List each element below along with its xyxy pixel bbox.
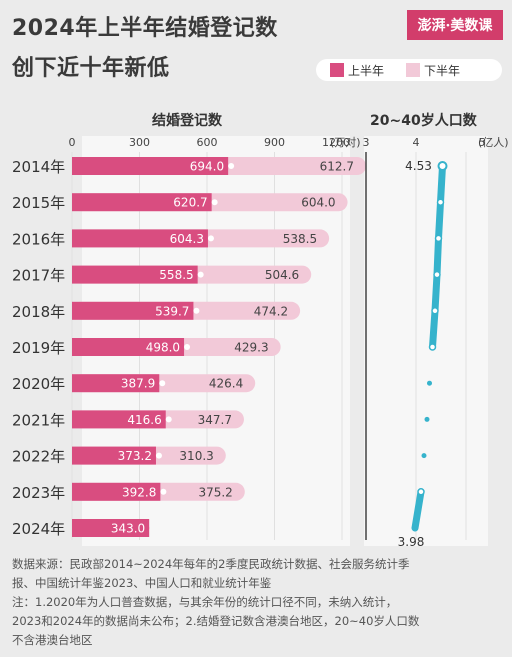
x-tick-label: 600 (197, 136, 218, 149)
population-dot (424, 416, 430, 422)
bar-value-first-half: 387.9 (121, 377, 155, 391)
brand-logo: 澎湃·美数课 (407, 10, 503, 40)
x-tick-label: 3 (363, 136, 370, 149)
bar-value-second-half: 375.2 (198, 485, 232, 499)
bar-first-half (72, 265, 198, 284)
bar-first-half (72, 446, 156, 465)
footer-line: 数据来源：民政部2014~2024年每年的2季度民政统计数据、社会服务统计季 (12, 557, 410, 571)
population-marker (436, 198, 445, 206)
bar-value-first-half: 620.7 (173, 196, 207, 210)
chart-legend: 上半年 下半年 (316, 59, 502, 81)
footer-line: 报、中国统计年鉴2023、中国人口和就业统计年鉴 (12, 576, 272, 590)
bar-value-first-half: 694.0 (190, 160, 224, 174)
population-line (411, 488, 425, 532)
bar-value-first-half: 416.6 (127, 413, 161, 427)
bar-separator-dot (155, 452, 162, 459)
year-label: 2017年 (12, 267, 65, 285)
bar-value-second-half: 474.2 (254, 304, 288, 318)
bar-separator-dot (165, 416, 172, 423)
footer-line: 不含港澳台地区 (12, 633, 93, 647)
bar-value-second-half: 504.6 (265, 268, 299, 282)
bar-separator-dot (159, 380, 166, 387)
population-marker (437, 161, 448, 171)
legend-label-second-half: 下半年 (424, 63, 461, 78)
bar-value-first-half: 604.3 (170, 232, 204, 246)
bar-value-first-half: 498.0 (146, 341, 180, 355)
bar-separator-dot (160, 488, 167, 495)
bar-first-half (72, 301, 194, 320)
x-tick-label: 5 (479, 136, 486, 149)
bar-value-first-half: 373.2 (118, 449, 152, 463)
bar-value-second-half: 429.3 (234, 341, 268, 355)
bar-separator-dot (193, 307, 200, 314)
x-tick-label: 1200 (322, 136, 350, 149)
x-tick-label: 900 (264, 136, 285, 149)
bar-value-second-half: 347.7 (198, 413, 232, 427)
bar-first-half (72, 482, 161, 501)
bar-value-second-half: 612.7 (320, 160, 354, 174)
legend-swatch-second-half (406, 63, 421, 77)
population-marker (428, 343, 437, 351)
bar-value-first-half: 343.0 (111, 522, 145, 536)
year-label: 2021年 (12, 411, 65, 429)
bar-separator-dot (184, 344, 191, 350)
year-label: 2019年 (12, 339, 65, 357)
bar-first-half (72, 338, 185, 356)
bar-separator-dot (197, 271, 204, 278)
bar-separator-dot (228, 163, 235, 169)
year-label: 2018年 (12, 303, 65, 321)
population-line (429, 162, 446, 351)
population-label-last: 3.98 (398, 535, 425, 549)
bar-first-half (72, 229, 208, 248)
population-dot (421, 453, 427, 459)
bar-first-half (72, 374, 160, 393)
bar-first-half (72, 157, 229, 175)
page-title-line1: 2024年上半年结婚登记数 (12, 16, 278, 41)
population-dot (427, 380, 432, 386)
legend-swatch-first-half (330, 63, 344, 77)
year-label: 2020年 (12, 375, 65, 393)
x-unit-label: (万对) (330, 135, 361, 149)
bar-separator-dot (211, 199, 218, 206)
bar-first-half-cap (131, 519, 150, 537)
population-marker (433, 270, 441, 279)
x-tick-label: 0 (69, 136, 76, 149)
line-chart-title: 20~40岁人口数 (370, 113, 477, 129)
population-marker (431, 307, 439, 315)
legend-label-first-half: 上半年 (348, 63, 385, 78)
year-label: 2016年 (12, 230, 65, 248)
bar-chart-title: 结婚登记数 (152, 113, 222, 129)
x-tick-label: 300 (129, 136, 150, 149)
bar-value-first-half: 392.8 (122, 485, 156, 499)
year-label: 2023年 (12, 484, 65, 502)
bar-value-second-half: 426.4 (209, 377, 243, 391)
footer-line: 2023和2024年的数据尚未公布；2.结婚登记数含港澳台地区，20~40岁人口… (12, 614, 420, 628)
population-marker (417, 488, 425, 496)
bar-first-half (72, 193, 212, 212)
population-label-first: 4.53 (405, 159, 432, 173)
line-chart-panel (364, 136, 488, 546)
footer-notes: 数据来源：民政部2014~2024年每年的2季度民政统计数据、社会服务统计季 报… (12, 555, 500, 650)
bar-first-half (72, 410, 166, 429)
bar-value-second-half: 604.0 (301, 196, 335, 210)
x-tick-label: 4 (413, 136, 420, 149)
bar-first-half (72, 519, 150, 537)
page-title-line2: 创下近十年新低 (12, 56, 170, 81)
bar-separator-dot (207, 235, 214, 242)
year-label: 2022年 (12, 448, 65, 466)
footer-line: 注：1.2020年为人口普查数据，与其余年份的统计口径不同，未纳入统计， (12, 595, 398, 609)
bar-value-first-half: 539.7 (155, 304, 189, 318)
population-marker (434, 234, 443, 243)
year-label: 2015年 (12, 194, 65, 212)
year-label: 2014年 (12, 158, 65, 176)
bar-value-second-half: 310.3 (179, 449, 213, 463)
bar-value-second-half: 538.5 (283, 232, 317, 246)
year-label: 2024年 (12, 520, 65, 538)
bar-value-first-half: 558.5 (159, 268, 193, 282)
x-unit-label: (亿人) (478, 136, 509, 149)
